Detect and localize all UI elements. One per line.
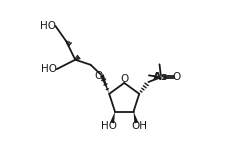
Text: HO: HO [101,121,117,131]
Text: HO: HO [40,21,56,31]
Text: HO: HO [41,64,57,74]
Text: OH: OH [131,121,147,131]
Text: O: O [120,74,128,85]
Polygon shape [110,112,115,123]
Polygon shape [133,112,138,123]
Polygon shape [100,74,109,94]
Text: As: As [153,72,168,82]
Text: O: O [94,70,103,81]
Text: O: O [173,72,181,82]
